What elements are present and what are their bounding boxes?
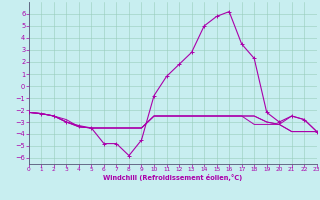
X-axis label: Windchill (Refroidissement éolien,°C): Windchill (Refroidissement éolien,°C) <box>103 174 243 181</box>
